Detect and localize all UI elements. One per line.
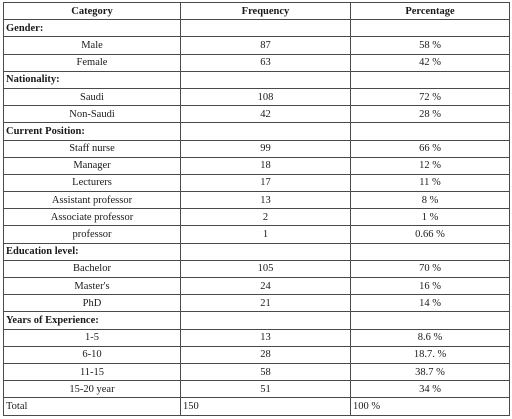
header-percentage: Percentage <box>350 1 510 21</box>
group-title: Current Position: <box>3 122 181 141</box>
frequency-cell: 108 <box>180 87 351 107</box>
group-title: Years of Experience: <box>3 311 181 330</box>
category-cell: Staff nurse <box>3 139 181 158</box>
table-row: Saudi 108 72 % <box>3 87 510 107</box>
table-row: 11-15 58 38.7 % <box>3 362 510 382</box>
empty-cell <box>350 19 510 38</box>
group-title: Gender: <box>3 19 181 38</box>
group-title: Nationality: <box>3 70 181 89</box>
table-row: 1-5 13 8.6 % <box>3 328 510 347</box>
table-row: Non-Saudi 42 28 % <box>3 105 510 124</box>
percentage-cell: 0.66 % <box>350 225 510 244</box>
frequency-cell: 13 <box>180 328 351 347</box>
frequency-cell: 58 <box>180 362 351 382</box>
group-row-current-position: Current Position: <box>3 122 510 141</box>
frequency-cell: 63 <box>180 53 351 72</box>
table-header: Category Frequency Percentage <box>3 1 510 21</box>
total-percentage: 100 % <box>350 397 510 416</box>
percentage-cell: 28 % <box>350 105 510 124</box>
percentage-cell: 34 % <box>350 380 510 399</box>
table-row: Male 87 58 % <box>3 36 510 55</box>
table-row: PhD 21 14 % <box>3 294 510 313</box>
category-cell: Assistant professor <box>3 191 181 210</box>
category-cell: Saudi <box>3 87 181 107</box>
category-cell: 15-20 year <box>3 380 181 399</box>
percentage-cell: 70 % <box>350 259 510 279</box>
frequency-cell: 105 <box>180 259 351 279</box>
table-row: Bachelor 105 70 % <box>3 259 510 279</box>
frequency-cell: 2 <box>180 208 351 227</box>
total-label: Total <box>3 397 181 416</box>
percentage-cell: 11 % <box>350 173 510 193</box>
table-row: Manager 18 12 % <box>3 156 510 175</box>
empty-cell <box>180 122 351 141</box>
table-row: Associate professor 2 1 % <box>3 208 510 227</box>
frequency-cell: 51 <box>180 380 351 399</box>
frequency-cell: 99 <box>180 139 351 158</box>
percentage-cell: 1 % <box>350 208 510 227</box>
frequency-cell: 28 <box>180 345 351 364</box>
percentage-cell: 18.7. % <box>350 345 510 364</box>
category-cell: PhD <box>3 294 181 313</box>
category-cell: Non-Saudi <box>3 105 181 124</box>
category-cell: Master's <box>3 276 181 296</box>
frequency-cell: 13 <box>180 191 351 210</box>
percentage-cell: 8 % <box>350 191 510 210</box>
empty-cell <box>350 70 510 89</box>
header-row: Category Frequency Percentage <box>3 1 510 21</box>
empty-cell <box>350 122 510 141</box>
total-frequency: 150 <box>180 397 351 416</box>
percentage-cell: 8.6 % <box>350 328 510 347</box>
total-row: Total 150 100 % <box>3 397 510 416</box>
table-row: Staff nurse 99 66 % <box>3 139 510 158</box>
frequency-cell: 42 <box>180 105 351 124</box>
category-cell: 6-10 <box>3 345 181 364</box>
table-row: 6-10 28 18.7. % <box>3 345 510 364</box>
group-row-gender: Gender: <box>3 19 510 38</box>
table-body: Gender: Male 87 58 % Female 63 42 % Nati… <box>3 19 510 416</box>
empty-cell <box>180 19 351 38</box>
group-row-education-level: Education level: <box>3 242 510 261</box>
frequency-cell: 87 <box>180 36 351 55</box>
category-cell: Bachelor <box>3 259 181 279</box>
table-row: Lecturers 17 11 % <box>3 173 510 193</box>
category-cell: professor <box>3 225 181 244</box>
percentage-cell: 12 % <box>350 156 510 175</box>
category-cell: Manager <box>3 156 181 175</box>
frequency-cell: 18 <box>180 156 351 175</box>
category-cell: 11-15 <box>3 362 181 382</box>
table-row: Assistant professor 13 8 % <box>3 191 510 210</box>
empty-cell <box>350 242 510 261</box>
group-row-years-of-experience: Years of Experience: <box>3 311 510 330</box>
table-row: 15-20 year 51 34 % <box>3 380 510 399</box>
frequency-cell: 17 <box>180 173 351 193</box>
percentage-cell: 16 % <box>350 276 510 296</box>
percentage-cell: 38.7 % <box>350 362 510 382</box>
percentage-cell: 72 % <box>350 87 510 107</box>
empty-cell <box>180 70 351 89</box>
group-title: Education level: <box>3 242 181 261</box>
percentage-cell: 58 % <box>350 36 510 55</box>
category-cell: Lecturers <box>3 173 181 193</box>
group-row-nationality: Nationality: <box>3 70 510 89</box>
category-cell: 1-5 <box>3 328 181 347</box>
demographics-table: Category Frequency Percentage Gender: Ma… <box>3 1 510 416</box>
header-frequency: Frequency <box>180 1 351 21</box>
table-row: Female 63 42 % <box>3 53 510 72</box>
frequency-cell: 24 <box>180 276 351 296</box>
header-category: Category <box>3 1 181 21</box>
percentage-cell: 42 % <box>350 53 510 72</box>
frequency-cell: 1 <box>180 225 351 244</box>
table-row: Master's 24 16 % <box>3 276 510 296</box>
empty-cell <box>350 311 510 330</box>
category-cell: Female <box>3 53 181 72</box>
percentage-cell: 66 % <box>350 139 510 158</box>
empty-cell <box>180 242 351 261</box>
empty-cell <box>180 311 351 330</box>
category-cell: Associate professor <box>3 208 181 227</box>
table-row: professor 1 0.66 % <box>3 225 510 244</box>
category-cell: Male <box>3 36 181 55</box>
frequency-cell: 21 <box>180 294 351 313</box>
percentage-cell: 14 % <box>350 294 510 313</box>
